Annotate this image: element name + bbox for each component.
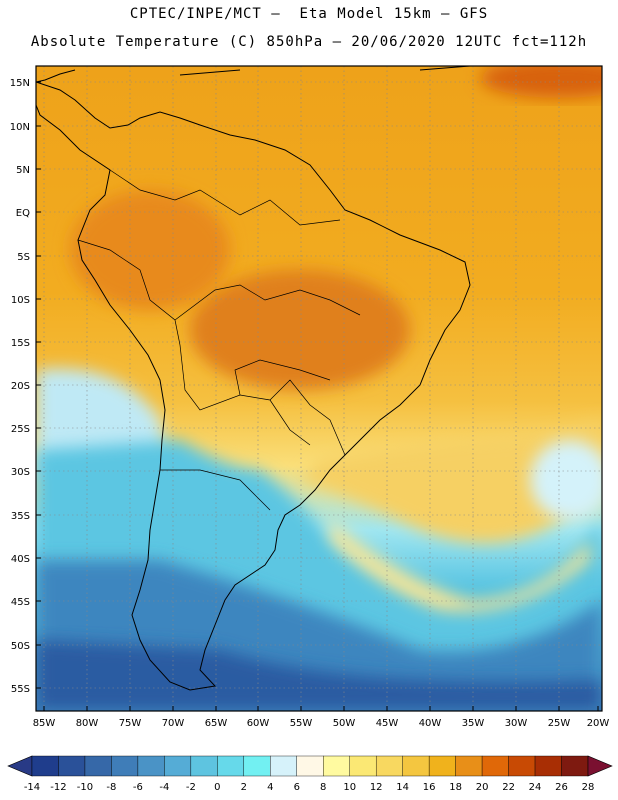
- colorbar-swatch: [111, 755, 139, 777]
- lat-label: 15S: [11, 338, 30, 349]
- lat-label: 30S: [11, 467, 30, 478]
- map-subtitle: Absolute Temperature (C) 850hPa – 20/06/…: [30, 34, 588, 50]
- lon-label: 55W: [290, 718, 313, 729]
- colorbar-label: 8: [320, 782, 326, 793]
- colorbar-over-arrow: [587, 755, 613, 777]
- lat-label: 40S: [11, 554, 30, 565]
- longitude-labels: 85W 80W 75W 70W 65W 60W 55W 50W 45W 40W 35W 30W 25W 2…: [33, 706, 610, 729]
- colorbar-swatch: [561, 755, 589, 777]
- lat-label: 35S: [11, 511, 30, 522]
- lat-label: 55S: [11, 684, 30, 695]
- colorbar-label: -2: [186, 782, 196, 793]
- country-borders: [77, 169, 361, 511]
- colorbar-swatch: [323, 755, 350, 777]
- colorbar-label: 16: [423, 782, 436, 793]
- colorbar-swatch: [137, 755, 165, 777]
- colorbar-swatch: [84, 755, 112, 777]
- colorbar-swatch: [455, 755, 483, 777]
- lat-label: 50S: [11, 641, 30, 652]
- colorbar-swatch: [58, 755, 86, 777]
- colorbar-swatch: [481, 755, 509, 777]
- colorbar-label: 20: [476, 782, 489, 793]
- lon-label: 40W: [419, 718, 442, 729]
- colorbar-label: 18: [449, 782, 462, 793]
- colorbar-label: 28: [582, 782, 595, 793]
- colorbar-label: -6: [133, 782, 143, 793]
- lon-label: 20W: [587, 718, 610, 729]
- lon-label: 30W: [505, 718, 528, 729]
- lon-label: 25W: [548, 718, 571, 729]
- lon-label: 45W: [376, 718, 399, 729]
- lat-label: 15N: [10, 78, 30, 89]
- latitude-labels: 15N 10N 5N EQ 5S 10S 15S 20S 25S 30S 35S 40S 45S 50S 5…: [10, 78, 41, 695]
- lon-label: 50W: [333, 718, 356, 729]
- lon-label: 35W: [462, 718, 485, 729]
- colorbar-swatch: [296, 755, 324, 777]
- lat-label: 5S: [17, 252, 30, 263]
- colorbar-swatch: [190, 755, 218, 777]
- colorbar-label: -14: [24, 782, 40, 793]
- lon-label: 85W: [33, 718, 56, 729]
- colorbar-label: 22: [502, 782, 515, 793]
- colorbar-label: 14: [396, 782, 409, 793]
- colorbar-swatch: [534, 755, 562, 777]
- colorbar-swatch: [375, 755, 403, 777]
- colorbar-label: 4: [267, 782, 273, 793]
- colorbar-swatch: [217, 755, 245, 777]
- lon-label: 70W: [162, 718, 185, 729]
- colorbar-label: -4: [159, 782, 169, 793]
- coastline: [36, 81, 471, 691]
- colorbar-swatch: [31, 755, 59, 777]
- lat-label: EQ: [16, 208, 30, 219]
- colorbar-swatch: [164, 755, 192, 777]
- colorbar-swatch: [508, 755, 536, 777]
- map-frame: [35, 65, 603, 712]
- colorbar-label: 26: [555, 782, 568, 793]
- lat-label: 5N: [16, 165, 30, 176]
- lon-label: 65W: [205, 718, 228, 729]
- lat-label: 10S: [11, 295, 30, 306]
- colorbar-label: 10: [343, 782, 356, 793]
- lon-label: 80W: [76, 718, 99, 729]
- colorbar-swatch: [270, 755, 297, 777]
- colorbar-label: -10: [77, 782, 93, 793]
- colorbar-label: 12: [370, 782, 383, 793]
- colorbar-label: 2: [241, 782, 247, 793]
- colorbar: -14 -12 -10 -8 -6 -4 -2 0 2 4 6 8 10 12 14 16 18 20 22 24 26…: [7, 755, 613, 793]
- map-title: CPTEC/INPE/MCT – Eta Model 15km – GFS: [129, 6, 489, 22]
- colorbar-under-arrow: [7, 755, 33, 777]
- colorbar-swatch: [402, 755, 430, 777]
- colorbar-label: 6: [294, 782, 300, 793]
- colorbar-swatch: [243, 755, 271, 777]
- colorbar-label: 24: [529, 782, 542, 793]
- colorbar-label: -8: [106, 782, 116, 793]
- lat-label: 20S: [11, 381, 30, 392]
- lon-label: 75W: [119, 718, 142, 729]
- lon-label: 60W: [247, 718, 270, 729]
- lat-label: 45S: [11, 597, 30, 608]
- colorbar-swatch: [349, 755, 377, 777]
- lat-label: 25S: [11, 424, 30, 435]
- temperature-field: [36, 66, 602, 711]
- colorbar-swatch: [428, 755, 456, 777]
- colorbar-label: -12: [50, 782, 66, 793]
- lat-label: 10N: [10, 122, 30, 133]
- colorbar-label: 0: [214, 782, 220, 793]
